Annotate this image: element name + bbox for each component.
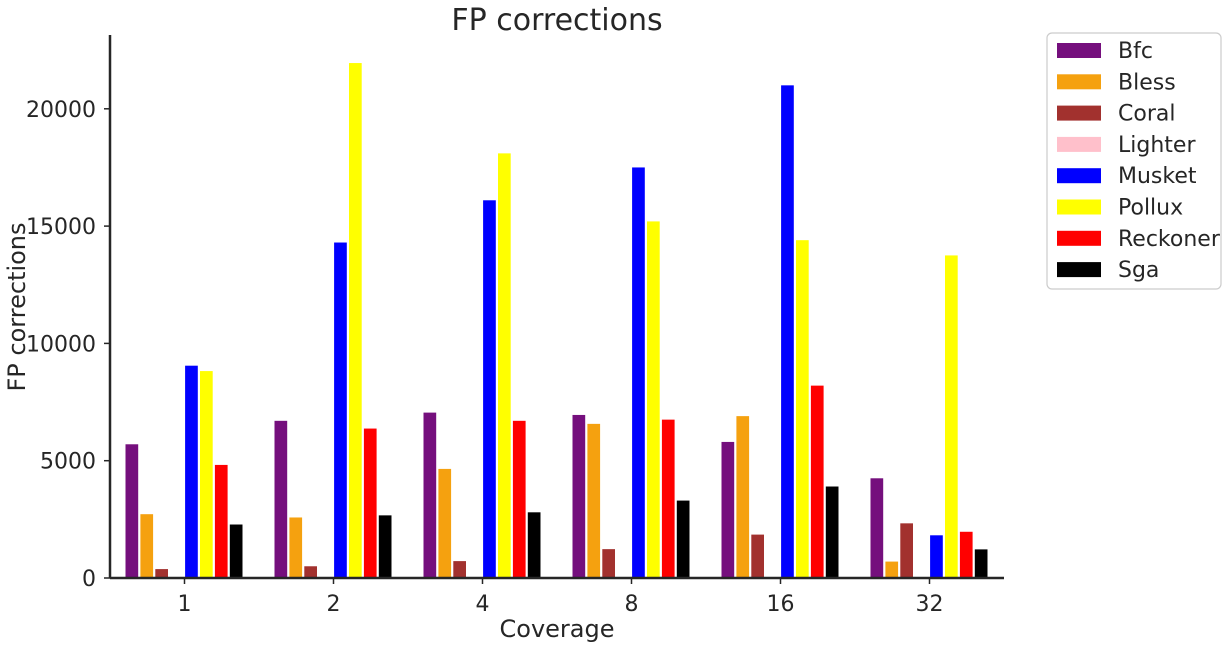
bar-bless-16 bbox=[736, 416, 750, 578]
bar-pollux-2 bbox=[349, 63, 362, 579]
bar-pollux-32 bbox=[945, 255, 958, 579]
y-tick-label: 10000 bbox=[26, 332, 96, 357]
bar-musket-32 bbox=[930, 535, 943, 578]
bar-bless-32 bbox=[885, 561, 899, 578]
bar-coral-2 bbox=[304, 566, 317, 578]
bar-sga-4 bbox=[527, 512, 541, 578]
legend-swatch-reckoner bbox=[1057, 230, 1101, 246]
bar-bless-1 bbox=[140, 514, 154, 578]
legend-label-bfc: Bfc bbox=[1118, 39, 1153, 64]
bar-pollux-16 bbox=[796, 240, 809, 578]
bar-reckoner-2 bbox=[363, 428, 377, 578]
y-tick-label: 20000 bbox=[26, 98, 96, 123]
y-tick-label: 5000 bbox=[40, 450, 96, 475]
x-axis-ticks: 1 2 4 8 16 32 bbox=[178, 578, 944, 617]
x-tick-label: 8 bbox=[625, 592, 639, 617]
bar-pollux-8 bbox=[647, 221, 660, 578]
y-axis-ticks: 0 5000 10000 15000 20000 bbox=[26, 98, 110, 592]
x-tick-label: 32 bbox=[916, 592, 944, 617]
bar-bfc-16 bbox=[721, 441, 735, 578]
bar-bfc-1 bbox=[125, 444, 139, 578]
y-axis-title: FP corrections bbox=[3, 222, 31, 391]
bar-coral-4 bbox=[453, 561, 466, 578]
bar-sga-32 bbox=[974, 549, 988, 578]
x-tick-label: 4 bbox=[476, 592, 490, 617]
bar-musket-16 bbox=[781, 85, 794, 578]
bar-pollux-4 bbox=[498, 153, 511, 578]
bar-bfc-32 bbox=[870, 478, 884, 578]
bar-musket-2 bbox=[334, 242, 347, 578]
legend-label-lighter: Lighter bbox=[1118, 133, 1196, 158]
y-tick-label: 0 bbox=[82, 567, 96, 592]
bar-bfc-2 bbox=[274, 420, 288, 578]
legend-swatch-lighter bbox=[1057, 136, 1101, 152]
bar-musket-4 bbox=[483, 200, 496, 579]
x-tick-label: 1 bbox=[178, 592, 192, 617]
bar-sga-2 bbox=[378, 515, 392, 578]
bar-coral-8 bbox=[602, 549, 615, 578]
bar-bless-8 bbox=[587, 423, 601, 578]
legend-swatch-coral bbox=[1057, 105, 1101, 121]
legend-swatch-sga bbox=[1057, 262, 1101, 278]
bar-coral-1 bbox=[155, 569, 168, 578]
legend-label-sga: Sga bbox=[1118, 258, 1159, 283]
x-axis-title: Coverage bbox=[500, 615, 615, 643]
legend-label-pollux: Pollux bbox=[1118, 196, 1183, 221]
bar-sga-8 bbox=[676, 500, 690, 578]
bar-musket-1 bbox=[185, 365, 198, 578]
bar-bfc-8 bbox=[572, 414, 586, 578]
bar-coral-32 bbox=[900, 523, 913, 578]
x-tick-label: 2 bbox=[327, 592, 341, 617]
bar-coral-16 bbox=[751, 534, 764, 578]
bar-reckoner-1 bbox=[214, 464, 228, 578]
bar-reckoner-16 bbox=[810, 385, 824, 578]
legend-label-bless: Bless bbox=[1118, 70, 1176, 95]
bars-group bbox=[125, 63, 988, 579]
legend-swatch-bfc bbox=[1057, 43, 1101, 58]
bar-musket-8 bbox=[632, 167, 645, 578]
bar-bless-2 bbox=[289, 517, 303, 578]
x-tick-label: 16 bbox=[767, 592, 795, 617]
y-tick-label: 15000 bbox=[26, 215, 96, 240]
bar-bfc-4 bbox=[423, 412, 437, 578]
chart-title: FP corrections bbox=[451, 3, 662, 38]
bar-reckoner-32 bbox=[959, 531, 973, 578]
legend-swatch-pollux bbox=[1057, 199, 1101, 215]
bar-sga-1 bbox=[229, 524, 243, 578]
legend-frame bbox=[1046, 32, 1222, 290]
legend: Bfc Bless Coral Lighter Musket Pollux Reckoner… bbox=[1046, 32, 1222, 290]
bar-bless-4 bbox=[438, 468, 452, 578]
legend-label-coral: Coral bbox=[1118, 102, 1175, 127]
bar-reckoner-4 bbox=[512, 420, 526, 578]
legend-label-reckoner: Reckoner bbox=[1118, 227, 1221, 252]
legend-swatch-bless bbox=[1057, 74, 1101, 90]
bar-pollux-1 bbox=[200, 371, 213, 578]
legend-label-musket: Musket bbox=[1118, 164, 1197, 189]
bar-sga-16 bbox=[825, 486, 839, 578]
legend-swatch-musket bbox=[1057, 168, 1101, 184]
bar-reckoner-8 bbox=[661, 419, 675, 578]
